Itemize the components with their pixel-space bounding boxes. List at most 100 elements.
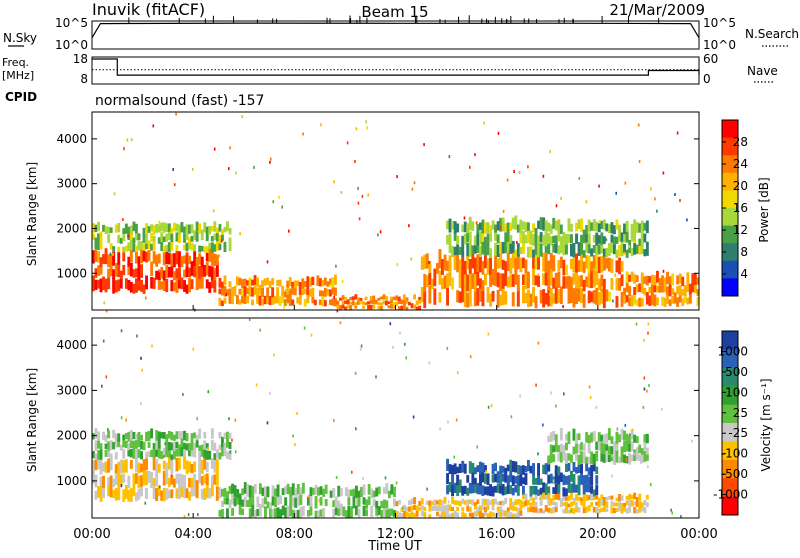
heatmap-cell: [572, 498, 576, 506]
heatmap-cell: [364, 296, 368, 301]
heatmap-cell: [686, 272, 690, 283]
heatmap-scatter: [366, 126, 368, 130]
heatmap-scatter: [557, 220, 560, 224]
heatmap-cell: [251, 279, 254, 286]
heatmap-cell: [291, 509, 295, 518]
heatmap-cell: [155, 224, 159, 233]
heatmap-cell: [155, 459, 159, 473]
heatmap-cell: [382, 487, 386, 494]
heatmap-cell: [279, 509, 283, 518]
heatmap-cell: [92, 459, 95, 473]
heatmap-cell: [600, 242, 604, 254]
heatmap-cell: [663, 282, 667, 293]
heatmap-cell: [580, 242, 583, 255]
heatmap-cell: [147, 451, 151, 457]
heatmap-cell: [516, 224, 520, 233]
heatmap-cell: [451, 246, 454, 258]
heatmap-cell: [160, 241, 164, 251]
heatmap-cell: [346, 299, 350, 305]
heatmap-scatter: [310, 333, 313, 337]
heatmap-cell: [516, 483, 520, 496]
heatmap-cell: [610, 258, 614, 273]
heatmap-cell: [509, 498, 513, 506]
heatmap-cell: [514, 484, 518, 493]
heatmap-cell: [585, 225, 589, 234]
heatmap-cell: [420, 256, 424, 270]
heatmap-cell: [210, 236, 214, 242]
heatmap-cell: [506, 482, 510, 494]
heatmap-cell: [570, 492, 573, 500]
heatmap-cell: [509, 459, 513, 472]
heatmap-cell: [484, 243, 487, 257]
heatmap-cell: [461, 507, 465, 512]
heatmap-cell: [162, 432, 166, 439]
heatmap-cell: [200, 274, 204, 289]
heatmap-scatter: [234, 450, 237, 454]
heatmap-cell: [547, 260, 551, 275]
heatmap-cell: [142, 284, 146, 294]
heatmap-cell: [94, 241, 98, 250]
heatmap-cell: [605, 444, 609, 451]
heatmap-cell: [99, 485, 103, 502]
heatmap-cell: [170, 431, 174, 441]
heatmap-cell: [114, 280, 118, 293]
heatmap-cell: [486, 503, 490, 510]
heatmap-cell: [135, 473, 138, 484]
heatmap-cell: [349, 305, 353, 310]
heatmap-cell: [567, 482, 571, 493]
heatmap-cell: [97, 279, 100, 289]
heatmap-scatter: [537, 452, 539, 456]
heatmap-cell: [549, 224, 553, 234]
heatmap-cell: [605, 247, 609, 258]
heatmap-cell: [94, 428, 98, 439]
heatmap-scatter: [158, 220, 161, 224]
heatmap-cell: [94, 279, 98, 290]
heatmap-cell: [228, 243, 232, 252]
heatmap-cell: [484, 273, 487, 286]
heatmap-cell: [253, 510, 257, 518]
heatmap-cell: [645, 494, 649, 500]
heatmap-cell: [552, 487, 556, 494]
heatmap-cell: [307, 510, 310, 517]
heatmap-cell: [425, 500, 429, 505]
heatmap-cell: [549, 253, 553, 270]
heatmap-cell: [256, 287, 259, 296]
heatmap-cell: [218, 234, 222, 244]
heatmap-cell: [221, 509, 224, 518]
heatmap-cell: [172, 434, 176, 441]
heatmap-scatter: [105, 375, 108, 379]
heatmap-cell: [519, 219, 523, 234]
heatmap-cell: [195, 257, 199, 267]
heatmap-cell: [329, 278, 332, 285]
heatmap-cell: [453, 231, 457, 241]
heatmap-cell: [218, 510, 222, 517]
heatmap-cell: [623, 505, 626, 512]
heatmap-cell: [162, 447, 166, 457]
heatmap-cell: [278, 296, 282, 306]
heatmap-cell: [137, 233, 141, 241]
heatmap-cell: [658, 285, 662, 293]
heatmap-cell: [519, 473, 523, 487]
heatmap-cell: [183, 280, 186, 292]
heatmap-cell: [314, 510, 318, 518]
velocity-ytick-label: 1000: [56, 474, 87, 488]
heatmap-cell: [172, 271, 176, 281]
velocity-colorbar-segment: [722, 478, 738, 497]
heatmap-cell: [311, 276, 315, 285]
power-ytick-label: 4000: [56, 132, 87, 146]
heatmap-cell: [458, 259, 462, 275]
heatmap-cell: [479, 473, 482, 486]
heatmap-cell: [140, 279, 143, 292]
heatmap-cell: [613, 441, 616, 453]
heatmap-cell: [633, 274, 637, 284]
heatmap-cell: [218, 288, 222, 295]
heatmap-cell: [132, 221, 136, 232]
heatmap-cell: [307, 496, 310, 506]
heatmap-scatter: [187, 513, 190, 517]
heatmap-cell: [97, 251, 100, 263]
heatmap-cell: [537, 275, 540, 287]
heatmap-scatter: [341, 280, 344, 283]
velocity-colorbar-segment: [722, 349, 738, 369]
heatmap-cell: [572, 497, 576, 502]
heatmap-scatter: [229, 146, 231, 150]
